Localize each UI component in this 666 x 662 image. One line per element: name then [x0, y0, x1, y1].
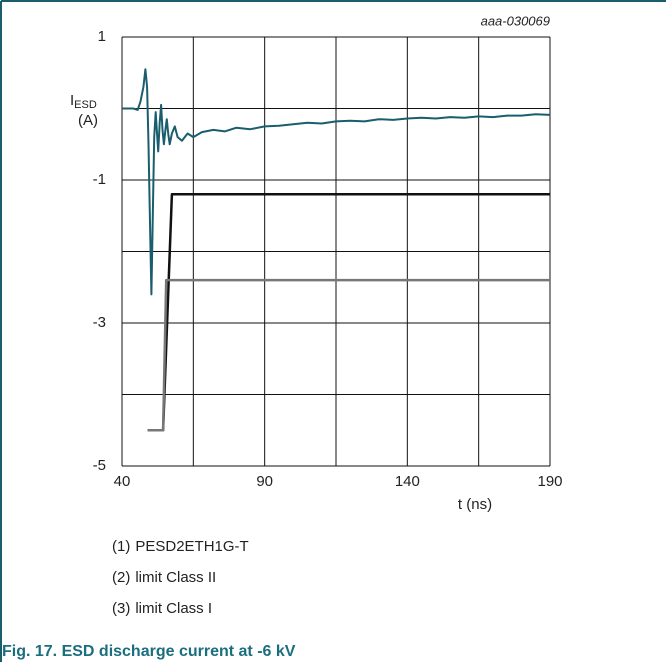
- y-axis-unit: (A): [78, 112, 98, 129]
- x-axis-label: t (ns): [458, 496, 492, 513]
- y-axis-label: IESD: [70, 92, 97, 111]
- figure-id: aaa-030069: [481, 13, 550, 28]
- legend-name: PESD2ETH1G-T: [135, 538, 248, 555]
- y-tick-label: -5: [93, 457, 106, 474]
- x-tick-label: 190: [537, 473, 562, 490]
- y-label-sub: ESD: [74, 99, 97, 111]
- series-line: [122, 68, 551, 296]
- legend-number: (3): [112, 600, 130, 617]
- legend-name: limit Class I: [135, 600, 212, 617]
- caption: Fig. 17. ESD discharge current at -6 kV: [2, 643, 296, 660]
- y-tick-label: -3: [93, 314, 106, 331]
- x-tick-label: 90: [256, 473, 273, 490]
- series-line: [147, 278, 550, 432]
- y-label-main: I: [70, 92, 74, 109]
- legend-number: (2): [112, 569, 130, 586]
- legend-entry: (2) limit Class II: [112, 569, 216, 586]
- y-tick-label: -1: [93, 171, 106, 188]
- y-tick-label: 1: [98, 28, 106, 45]
- x-tick-label: 40: [114, 473, 131, 490]
- x-tick-label: 140: [395, 473, 420, 490]
- legend-entry: (3) limit Class I: [112, 600, 212, 617]
- legend-entry: (1) PESD2ETH1G-T: [112, 538, 249, 555]
- legend-number: (1): [112, 538, 130, 555]
- legend-name: limit Class II: [135, 569, 216, 586]
